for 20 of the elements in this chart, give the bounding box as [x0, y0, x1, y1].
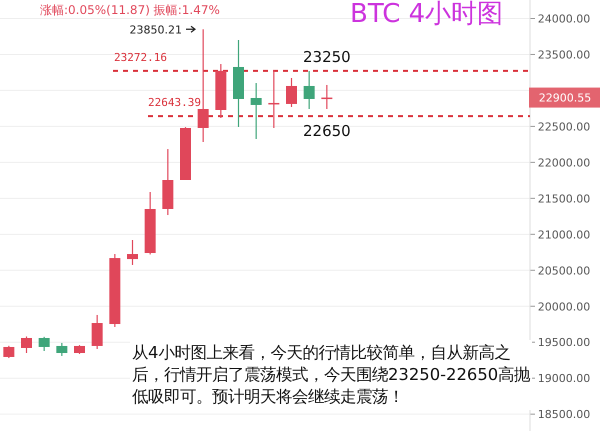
- annotation: 22650: [303, 122, 351, 140]
- y-tick-label: 23500.00: [538, 48, 590, 62]
- y-tick-label: 18500.00: [538, 408, 590, 422]
- y-tick-label: 21500.00: [538, 192, 590, 206]
- y-tick-label: 21000.00: [538, 228, 590, 242]
- y-tick-label: 22500.00: [538, 120, 590, 134]
- annotation: 23250: [303, 48, 351, 66]
- y-tick-label: 20000.00: [538, 300, 590, 314]
- chart-title: BTC 4小时图: [350, 0, 504, 29]
- y-tick-label: 19000.00: [538, 372, 590, 386]
- ref-line-label: 22643.39: [148, 96, 201, 110]
- y-tick-label: 20500.00: [538, 264, 590, 278]
- annotation: 从4小时图上来看，今天的行情比较简单，自从新高之后，行情开启了震荡模式，今天围绕23250-22650高抛低吸即可。预计明天将会继续走震荡！: [130, 340, 532, 410]
- annotation: 23850.21: [130, 23, 182, 36]
- y-tick-label: 22000.00: [538, 156, 590, 170]
- annotation: 涨幅:0.05%(11.87) 振幅:1.47%: [40, 3, 220, 17]
- text: 22900.55: [538, 92, 592, 105]
- y-tick-label: 24000.00: [538, 12, 590, 26]
- ref-line-label: 23272.16: [114, 50, 167, 64]
- y-tick-label: 19500.00: [538, 336, 590, 350]
